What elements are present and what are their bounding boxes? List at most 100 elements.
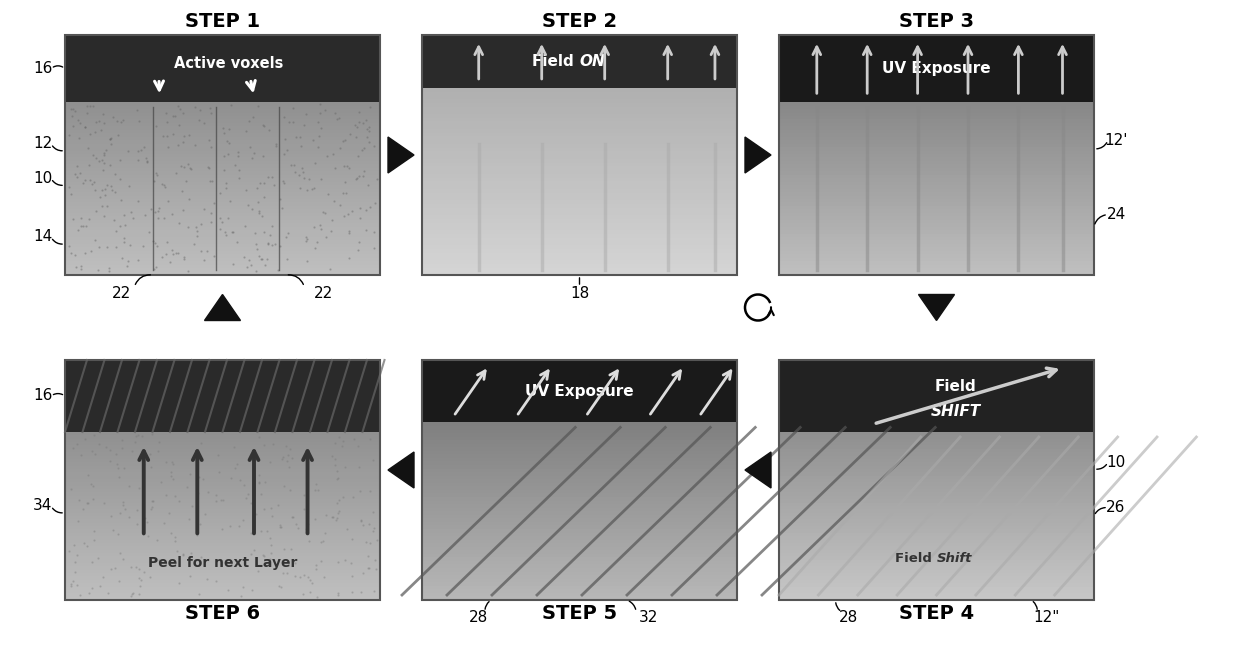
Bar xyxy=(64,593,379,597)
Bar xyxy=(64,556,379,559)
Bar xyxy=(422,140,737,144)
Bar xyxy=(64,35,379,102)
Bar xyxy=(779,210,1094,213)
Bar xyxy=(779,567,1094,570)
Bar xyxy=(422,227,737,230)
Bar xyxy=(64,206,379,210)
Bar xyxy=(779,237,1094,240)
Bar xyxy=(64,452,379,455)
Bar xyxy=(779,556,1094,559)
Bar xyxy=(64,189,379,192)
Bar xyxy=(64,137,379,140)
Bar xyxy=(779,563,1094,567)
Bar xyxy=(779,580,1094,583)
Bar xyxy=(64,553,379,556)
Bar xyxy=(779,506,1094,510)
Bar xyxy=(422,159,737,162)
Bar xyxy=(422,245,737,249)
Bar xyxy=(779,472,1094,476)
Bar xyxy=(779,466,1094,469)
Bar xyxy=(64,268,379,272)
Bar xyxy=(64,466,379,469)
Bar xyxy=(422,215,737,219)
Bar xyxy=(422,129,737,133)
Bar xyxy=(422,148,737,151)
Bar xyxy=(779,268,1094,272)
Bar xyxy=(422,468,737,472)
Bar xyxy=(779,147,1094,151)
Bar xyxy=(422,144,737,148)
Bar xyxy=(64,550,379,553)
Text: 12': 12' xyxy=(1105,133,1127,148)
Bar xyxy=(64,442,379,445)
Bar xyxy=(779,219,1094,223)
Bar xyxy=(422,181,737,185)
Bar xyxy=(422,208,737,212)
Bar xyxy=(64,567,379,570)
Bar xyxy=(779,230,1094,234)
Polygon shape xyxy=(745,452,771,488)
Bar xyxy=(64,439,379,442)
Polygon shape xyxy=(919,295,955,320)
Bar xyxy=(779,154,1094,157)
Text: 12: 12 xyxy=(33,136,52,151)
Text: 34: 34 xyxy=(33,498,52,514)
Text: 22: 22 xyxy=(314,286,332,301)
Bar xyxy=(779,116,1094,119)
Bar xyxy=(422,504,737,508)
Bar xyxy=(64,360,379,600)
Bar xyxy=(779,486,1094,489)
Bar xyxy=(422,593,737,597)
Bar xyxy=(779,576,1094,580)
Bar xyxy=(64,143,379,147)
Bar xyxy=(64,519,379,523)
Bar xyxy=(779,178,1094,181)
Bar xyxy=(64,257,379,261)
Bar xyxy=(64,210,379,213)
Bar xyxy=(422,185,737,189)
Bar xyxy=(422,88,737,92)
Bar xyxy=(422,462,737,465)
Bar xyxy=(64,432,379,436)
Bar xyxy=(422,550,737,554)
Bar xyxy=(64,489,379,493)
Bar xyxy=(779,185,1094,189)
Bar xyxy=(64,157,379,161)
Bar xyxy=(422,490,737,493)
Bar xyxy=(422,241,737,245)
Bar xyxy=(422,253,737,256)
Bar xyxy=(64,580,379,583)
Bar xyxy=(422,121,737,125)
Bar xyxy=(779,469,1094,472)
Bar xyxy=(422,426,737,430)
Bar xyxy=(422,170,737,174)
Bar xyxy=(779,181,1094,185)
Bar xyxy=(64,536,379,540)
Bar xyxy=(64,227,379,230)
Bar xyxy=(779,216,1094,219)
Bar xyxy=(64,105,379,109)
Text: STEP 5: STEP 5 xyxy=(542,604,618,623)
Text: 28: 28 xyxy=(838,610,858,626)
Bar xyxy=(779,445,1094,449)
Bar xyxy=(422,447,737,451)
Text: 12": 12" xyxy=(1034,610,1060,626)
Bar xyxy=(422,430,737,433)
Bar xyxy=(779,168,1094,172)
Bar xyxy=(779,540,1094,543)
Bar xyxy=(64,472,379,476)
Bar xyxy=(64,436,379,439)
Bar xyxy=(422,166,737,170)
Bar xyxy=(422,178,737,181)
Bar xyxy=(422,35,737,88)
Text: 10: 10 xyxy=(33,171,52,186)
Bar xyxy=(64,540,379,543)
Bar xyxy=(64,216,379,219)
Bar xyxy=(779,499,1094,502)
Text: Peel for next Layer: Peel for next Layer xyxy=(148,556,298,570)
Bar xyxy=(64,510,379,513)
Bar xyxy=(422,118,737,121)
Bar xyxy=(64,199,379,202)
Bar xyxy=(422,35,737,275)
Bar xyxy=(64,202,379,206)
